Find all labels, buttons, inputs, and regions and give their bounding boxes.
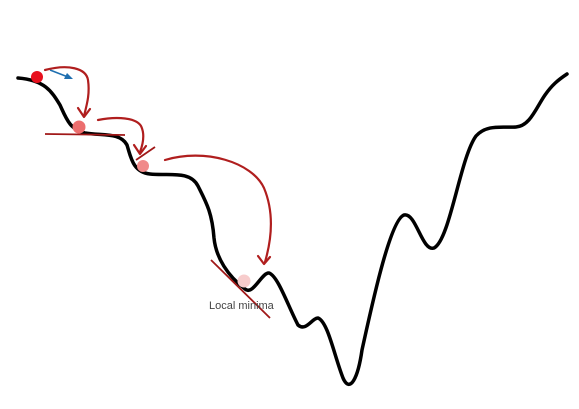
- loss-curve: [16, 72, 569, 387]
- local-minima-label: Local minima: [209, 300, 275, 312]
- jump-arrow-3: [163, 154, 272, 266]
- ball-step-1: [72, 120, 86, 134]
- tangent-line-local-minimum: [210, 259, 271, 319]
- ball-local-minimum: [237, 274, 251, 288]
- jump-arrow-1: [43, 66, 92, 119]
- jump-arrow-2: [96, 116, 148, 156]
- tangent-line-step1: [44, 133, 126, 136]
- tangent-line-step2: [135, 146, 156, 161]
- velocity-arrow: [49, 69, 73, 79]
- ball-start: [31, 71, 43, 83]
- ball-step-2: [137, 160, 149, 172]
